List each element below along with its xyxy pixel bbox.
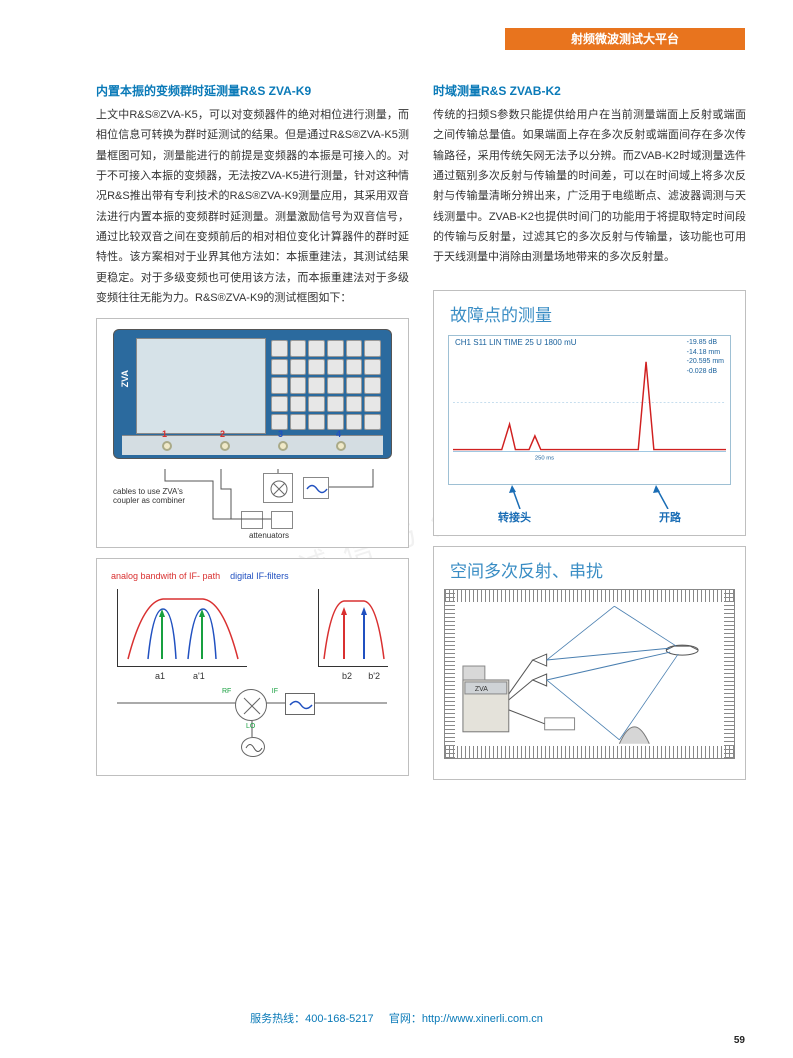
legend-line: -19.85 dB	[687, 338, 724, 348]
label-a1: a1	[155, 671, 165, 681]
port-4	[336, 441, 346, 451]
svg-text:ZVA: ZVA	[475, 686, 488, 693]
figure-fault: 故障点的测量 CH1 S11 LIN TIME 25 U 1800 mU -19…	[433, 290, 746, 536]
wiring	[113, 469, 392, 537]
filter-plot-left	[117, 589, 247, 667]
chart-area: CH1 S11 LIN TIME 25 U 1800 mU -19.85 dB …	[448, 335, 731, 485]
right-body: 传统的扫频S参数只能提供给用户在当前测量端面上反射或端面之间传输总量值。如果端面…	[433, 105, 746, 268]
right-column: 时域测量R&S ZVAB-K2 传统的扫频S参数只能提供给用户在当前测量端面上反…	[433, 82, 746, 780]
diagram-bottom: cables to use ZVA's coupler as combiner …	[113, 469, 392, 537]
site-label: 官网：	[389, 1013, 422, 1025]
fault-trace: 250 ms	[453, 354, 726, 461]
label-b2: b2	[342, 671, 352, 681]
port-2	[220, 441, 230, 451]
figure-spatial: 空间多次反射、串扰 ZVA	[433, 546, 746, 780]
signal-chain: RF IF LO	[117, 689, 388, 759]
lo-label: LO	[246, 723, 255, 730]
legend-digital: digital IF-filters	[230, 571, 289, 581]
hotline: 400-168-5217	[305, 1013, 374, 1025]
ports-strip: 1 2 3 4	[122, 435, 383, 455]
footer: 服务热线：400-168-5217 官网：http://www.xinerli.…	[0, 1010, 793, 1026]
site-url: http://www.xinerli.com.cn	[422, 1013, 543, 1025]
figure-filter: analog bandwith of IF- path digital IF-f…	[96, 558, 409, 776]
chain-osc	[241, 737, 265, 757]
fault-title: 故障点的测量	[450, 301, 552, 326]
label-open: 开路	[659, 509, 681, 525]
chain-filter	[285, 693, 315, 715]
left-column: 内置本振的变频群时延测量R&S ZVA-K9 上文中R&S®ZVA-K5，可以对…	[96, 82, 409, 780]
content: 内置本振的变频群时延测量R&S ZVA-K9 上文中R&S®ZVA-K5，可以对…	[96, 82, 746, 780]
arrows	[448, 485, 731, 509]
port-label-4: 4	[336, 429, 341, 439]
rf-label: RF	[222, 688, 231, 695]
port-label-1: 1	[162, 429, 167, 439]
left-body: 上文中R&S®ZVA-K5，可以对变频器件的绝对相位进行测量，而相位信息可转换为…	[96, 105, 409, 308]
left-title: 内置本振的变频群时延测量R&S ZVA-K9	[96, 82, 409, 99]
chain-mixer: RF IF LO	[235, 689, 267, 721]
instrument-screen	[136, 338, 266, 434]
page-number: 59	[734, 1035, 745, 1046]
room-diagram: ZVA	[444, 589, 735, 759]
filter-curves-right	[319, 589, 389, 667]
rays-and-objects: ZVA	[445, 590, 734, 758]
right-title: 时域测量R&S ZVAB-K2	[433, 82, 746, 99]
filter-plot-right	[318, 589, 388, 667]
port-label-2: 2	[220, 429, 225, 439]
keypad	[271, 340, 381, 430]
label-b2p: b'2	[368, 671, 380, 681]
svg-text:250 ms: 250 ms	[535, 455, 554, 461]
figure-instrument: ZVA 1 2 3 4	[96, 318, 409, 548]
label-a1p: a'1	[193, 671, 205, 681]
chart-header: CH1 S11 LIN TIME 25 U 1800 mU	[455, 338, 577, 347]
spatial-title: 空间多次反射、串扰	[450, 557, 603, 582]
instrument-label: ZVA	[120, 370, 130, 387]
legend-analog: analog bandwith of IF- path	[111, 571, 220, 581]
hotline-label: 服务热线：	[250, 1013, 305, 1025]
filter-legend: analog bandwith of IF- path digital IF-f…	[111, 571, 289, 581]
filter-curves-left	[118, 589, 248, 667]
port-3	[278, 441, 288, 451]
port-1	[162, 441, 172, 451]
chart-bottom-labels: 转接头 开路	[434, 509, 745, 525]
instrument-body: ZVA 1 2 3 4	[113, 329, 392, 459]
port-label-3: 3	[278, 429, 283, 439]
if-label: IF	[272, 688, 278, 695]
header-bar: 射频微波测试大平台	[505, 28, 745, 50]
label-connector: 转接头	[498, 509, 531, 525]
